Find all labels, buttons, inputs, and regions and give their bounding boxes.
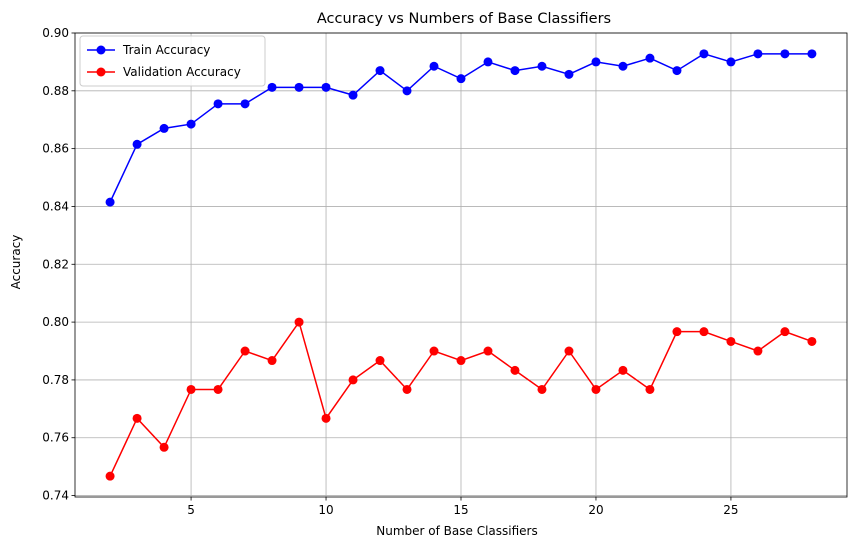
legend-marker-train	[96, 45, 106, 55]
data-point-validation	[699, 327, 709, 337]
legend-label-validation: Validation Accuracy	[123, 65, 241, 79]
data-point-train	[321, 82, 331, 92]
x-tick-label: 5	[187, 503, 195, 517]
data-point-train	[753, 49, 763, 59]
data-point-train	[375, 66, 385, 76]
data-point-train	[510, 66, 520, 76]
data-point-validation	[807, 336, 817, 346]
data-point-validation	[564, 346, 574, 356]
data-point-validation	[294, 317, 304, 327]
data-point-train	[537, 61, 547, 71]
data-point-validation	[213, 384, 223, 394]
data-point-train	[591, 57, 601, 67]
data-point-train	[429, 61, 439, 71]
y-tick-label: 0.88	[42, 84, 69, 98]
y-tick-label: 0.80	[42, 315, 69, 329]
y-tick-label: 0.78	[42, 373, 69, 387]
x-tick-label: 20	[588, 503, 603, 517]
data-point-train	[672, 66, 682, 76]
y-tick-label: 0.74	[42, 489, 69, 503]
data-point-train	[618, 61, 628, 71]
data-point-train	[807, 49, 817, 59]
y-axis-label: Accuracy	[9, 235, 23, 290]
legend: Train Accuracy Validation Accuracy	[79, 35, 266, 87]
data-point-train	[726, 57, 736, 67]
data-point-train	[105, 197, 115, 207]
data-point-validation	[267, 356, 277, 366]
data-point-validation	[240, 346, 250, 356]
data-point-train	[402, 86, 412, 96]
legend-marker-validation	[96, 67, 106, 77]
data-point-train	[159, 123, 169, 133]
y-tick-label: 0.90	[42, 26, 69, 40]
x-tick-label: 10	[318, 503, 333, 517]
data-point-train	[645, 53, 655, 63]
chart-title: Accuracy vs Numbers of Base Classifiers	[317, 11, 611, 27]
data-point-train	[564, 69, 574, 79]
data-point-train	[294, 82, 304, 92]
legend-label-train: Train Accuracy	[122, 43, 210, 57]
axis-ticks: 5 10 15 20 25 0.74 0.76 0.78 0.80 0.82 0.84 0.86 0.8…	[42, 26, 738, 517]
data-point-train	[483, 57, 493, 67]
data-point-validation	[645, 384, 655, 394]
data-point-validation	[159, 442, 169, 452]
y-tick-label: 0.84	[42, 199, 69, 213]
data-point-train	[240, 99, 250, 109]
data-point-validation	[510, 365, 520, 375]
data-point-train	[186, 119, 196, 129]
data-point-validation	[672, 327, 682, 337]
data-point-train	[456, 74, 466, 84]
x-axis-label: Number of Base Classifiers	[376, 524, 537, 538]
data-point-validation	[348, 375, 358, 385]
data-point-validation	[483, 346, 493, 356]
data-point-train	[348, 90, 358, 100]
data-point-validation	[726, 336, 736, 346]
data-point-validation	[321, 413, 331, 423]
data-point-validation	[375, 356, 385, 366]
legend-box	[79, 35, 266, 87]
data-point-validation	[780, 327, 790, 337]
x-tick-label: 25	[723, 503, 738, 517]
data-point-validation	[402, 384, 412, 394]
data-point-validation	[429, 346, 439, 356]
data-point-train	[699, 49, 709, 59]
grid	[75, 32, 847, 497]
y-tick-label: 0.76	[42, 431, 69, 445]
data-point-train	[213, 99, 223, 109]
data-point-train	[780, 49, 790, 59]
data-point-validation	[537, 384, 547, 394]
x-tick-label: 15	[453, 503, 468, 517]
data-point-validation	[618, 365, 628, 375]
data-point-validation	[105, 471, 115, 481]
data-point-validation	[753, 346, 763, 356]
data-point-validation	[186, 384, 196, 394]
data-point-train	[267, 82, 277, 92]
y-tick-label: 0.86	[42, 142, 69, 156]
data-point-validation	[591, 384, 601, 394]
data-point-train	[132, 139, 142, 149]
y-tick-label: 0.82	[42, 257, 69, 271]
data-point-validation	[456, 356, 466, 366]
data-point-validation	[132, 413, 142, 423]
series-layer	[105, 49, 817, 481]
